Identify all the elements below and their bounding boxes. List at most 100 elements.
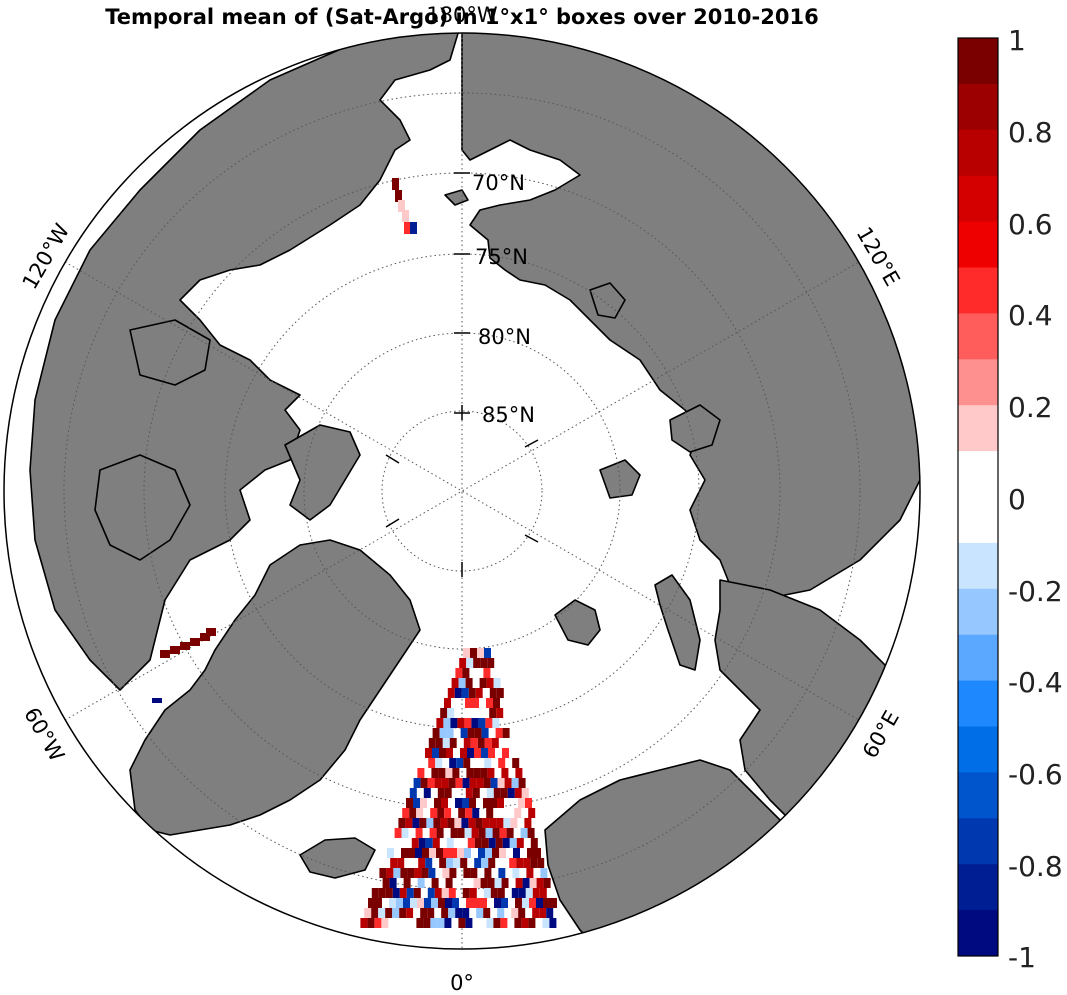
data-cell — [440, 708, 448, 718]
data-cell — [502, 838, 510, 848]
colorbar-band — [958, 129, 998, 177]
data-cell — [521, 788, 529, 798]
data-cell — [432, 748, 439, 758]
data-cell — [460, 858, 468, 868]
data-cell — [455, 778, 463, 788]
colorbar-band — [958, 313, 998, 360]
data-cell — [536, 898, 543, 908]
colorbar-band — [958, 726, 998, 773]
data-cell — [431, 768, 439, 778]
data-cell — [484, 648, 491, 658]
data-cell — [454, 818, 462, 828]
data-cell — [509, 858, 517, 868]
data-cell — [406, 798, 413, 808]
data-cell — [470, 738, 478, 748]
data-cell — [385, 888, 393, 898]
data-cell — [522, 878, 530, 888]
data-cell — [481, 858, 489, 868]
data-cell — [527, 848, 534, 858]
data-cell — [449, 758, 457, 768]
data-cell — [481, 748, 488, 758]
data-cell — [434, 778, 442, 788]
data-cell — [486, 788, 494, 798]
data-cell — [190, 638, 200, 646]
data-cell — [480, 878, 488, 888]
data-cell — [423, 788, 431, 798]
parallel-65n — [63, 92, 861, 890]
data-cell — [444, 808, 452, 818]
data-cell — [514, 788, 522, 798]
data-cell — [499, 828, 507, 838]
data-cell — [413, 778, 421, 788]
data-cell — [378, 908, 386, 918]
data-cell — [550, 898, 557, 908]
colorbar-band — [958, 680, 998, 727]
data-cell — [437, 918, 445, 928]
data-cell — [543, 878, 551, 888]
data-cell — [483, 908, 491, 918]
data-cell — [454, 688, 462, 698]
data-cell — [467, 838, 475, 848]
data-cell — [497, 798, 504, 808]
data-cell — [446, 838, 454, 848]
tick — [385, 518, 400, 528]
data-cell — [542, 918, 550, 928]
data-cell — [371, 888, 379, 898]
data-cell — [513, 848, 520, 858]
data-cell — [528, 808, 536, 818]
data-cell — [427, 778, 435, 788]
data-cell — [460, 838, 468, 848]
data-cell — [451, 788, 459, 798]
data-cell — [409, 808, 417, 818]
data-cell — [511, 888, 519, 898]
data-cell — [435, 758, 443, 768]
data-cell — [534, 848, 541, 858]
data-cell — [477, 648, 484, 658]
data-cell — [497, 908, 505, 918]
data-cell — [448, 778, 456, 788]
data-cell — [492, 718, 500, 728]
data-cell — [480, 768, 488, 778]
colorbar-band — [958, 818, 998, 865]
landmass-svalbard — [554, 599, 601, 646]
data-cell — [459, 658, 467, 668]
data-cell — [392, 178, 399, 190]
data-cell — [410, 222, 417, 234]
data-cell — [400, 868, 408, 878]
data-cell — [418, 858, 426, 868]
data-cell — [374, 918, 382, 928]
data-cell — [463, 758, 471, 768]
lat-label-70n: 70°N — [472, 171, 525, 195]
data-cell — [464, 848, 471, 858]
data-cell — [482, 708, 490, 718]
data-cell — [473, 658, 481, 668]
tick — [524, 439, 539, 448]
data-cell — [458, 678, 466, 688]
data-cell — [206, 628, 216, 636]
data-cell — [440, 818, 448, 828]
colorbar-label: 0 — [1008, 483, 1026, 516]
data-cell — [512, 868, 520, 878]
data-cell — [492, 848, 499, 858]
data-cell — [392, 888, 400, 898]
colorbar-label: -0.2 — [1008, 575, 1063, 608]
data-cell — [498, 758, 506, 768]
lon-label-180: 180°W — [426, 3, 498, 27]
map-boundary — [3, 32, 921, 950]
data-cell — [438, 768, 446, 778]
data-cell — [477, 758, 485, 768]
parallel-85n — [381, 410, 543, 572]
data-cell — [421, 868, 429, 878]
data-cell — [451, 698, 458, 708]
data-cell — [428, 758, 436, 768]
data-cell — [170, 646, 180, 654]
data-cell — [495, 728, 503, 738]
data-cell — [515, 878, 523, 888]
data-cell — [525, 798, 532, 808]
colorbar-band — [958, 405, 998, 452]
data-cell — [507, 788, 515, 798]
data-cell — [464, 718, 472, 728]
data-cell — [453, 748, 460, 758]
data-cell — [443, 848, 450, 858]
